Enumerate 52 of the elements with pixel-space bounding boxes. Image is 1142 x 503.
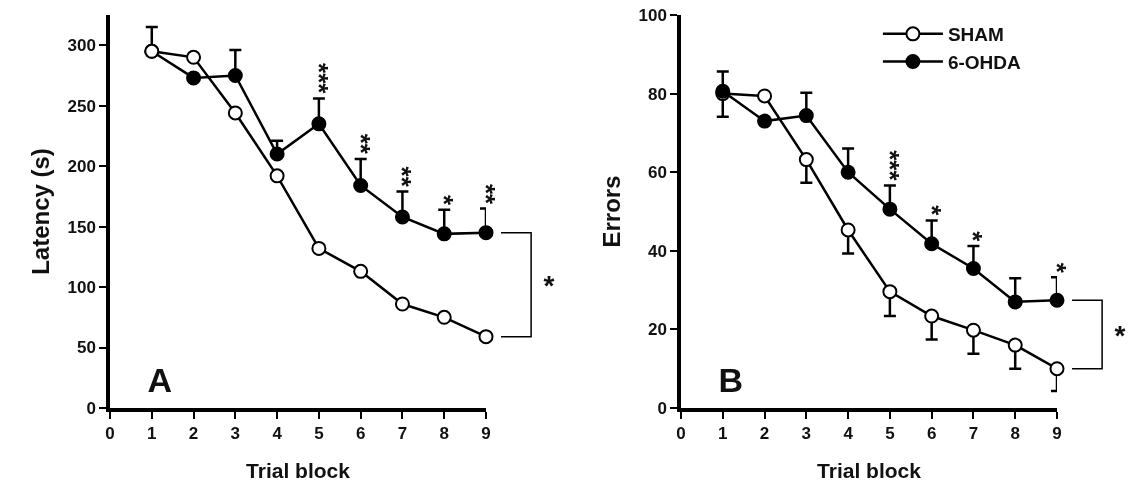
y-tick-label: 150 <box>67 217 96 237</box>
x-tick-label: 3 <box>801 424 812 444</box>
x-axis-title: Trial block <box>817 458 922 482</box>
y-axis-title: Latency (s) <box>27 148 55 275</box>
annotation: * <box>916 205 947 217</box>
x-tick-label: 5 <box>885 424 895 444</box>
y-axis-title: Errors <box>598 175 626 248</box>
annotation: * <box>429 194 460 206</box>
x-tick-label: 0 <box>676 424 686 444</box>
x-tick-label: 0 <box>105 424 115 444</box>
y-tick-label: 100 <box>67 278 96 298</box>
x-tick-label: 8 <box>1010 424 1020 444</box>
legend-label: SHAM <box>947 24 1004 46</box>
x-tick-label: 6 <box>926 424 937 444</box>
annotation: *** <box>874 150 905 182</box>
y-tick-label: 50 <box>76 338 96 358</box>
text: * <box>1114 319 1126 351</box>
y-tick-label: 300 <box>67 36 96 56</box>
y-tick-label: 0 <box>657 398 667 418</box>
legend-label: 6-OHDA <box>947 51 1022 73</box>
x-tick-label: 1 <box>718 424 728 444</box>
x-tick-label: 2 <box>759 424 770 444</box>
x-tick-label: 5 <box>314 424 324 444</box>
x-tick-label: 3 <box>230 424 241 444</box>
annotation: * <box>1041 262 1072 274</box>
text: * <box>543 269 555 301</box>
y-tick-label: 20 <box>647 320 667 340</box>
y-tick-label: 60 <box>647 163 667 183</box>
y-tick-label: 40 <box>647 241 667 261</box>
y-tick-label: 250 <box>67 96 96 116</box>
annotation: ** <box>387 166 418 188</box>
x-tick-label: 9 <box>481 424 491 444</box>
x-axis-title: Trial block <box>246 458 351 482</box>
x-tick-label: 8 <box>439 424 449 444</box>
x-tick-label: 6 <box>355 424 366 444</box>
y-tick-label: 80 <box>647 84 667 104</box>
y-tick-label: 100 <box>638 5 667 25</box>
annotation: * <box>958 231 989 243</box>
annotation: ** <box>346 133 377 155</box>
x-tick-label: 1 <box>147 424 157 444</box>
annotation: *** <box>303 63 334 95</box>
y-tick-label: 200 <box>67 157 96 177</box>
x-tick-label: 4 <box>843 424 854 444</box>
x-tick-label: 7 <box>397 424 408 444</box>
x-tick-label: 9 <box>1052 424 1062 444</box>
x-tick-label: 7 <box>968 424 979 444</box>
y-tick-label: 0 <box>86 398 96 418</box>
annotation: ** <box>470 183 501 206</box>
x-tick-label: 2 <box>188 424 199 444</box>
text: B <box>718 361 744 400</box>
x-tick-label: 4 <box>272 424 283 444</box>
text: A <box>147 361 173 400</box>
